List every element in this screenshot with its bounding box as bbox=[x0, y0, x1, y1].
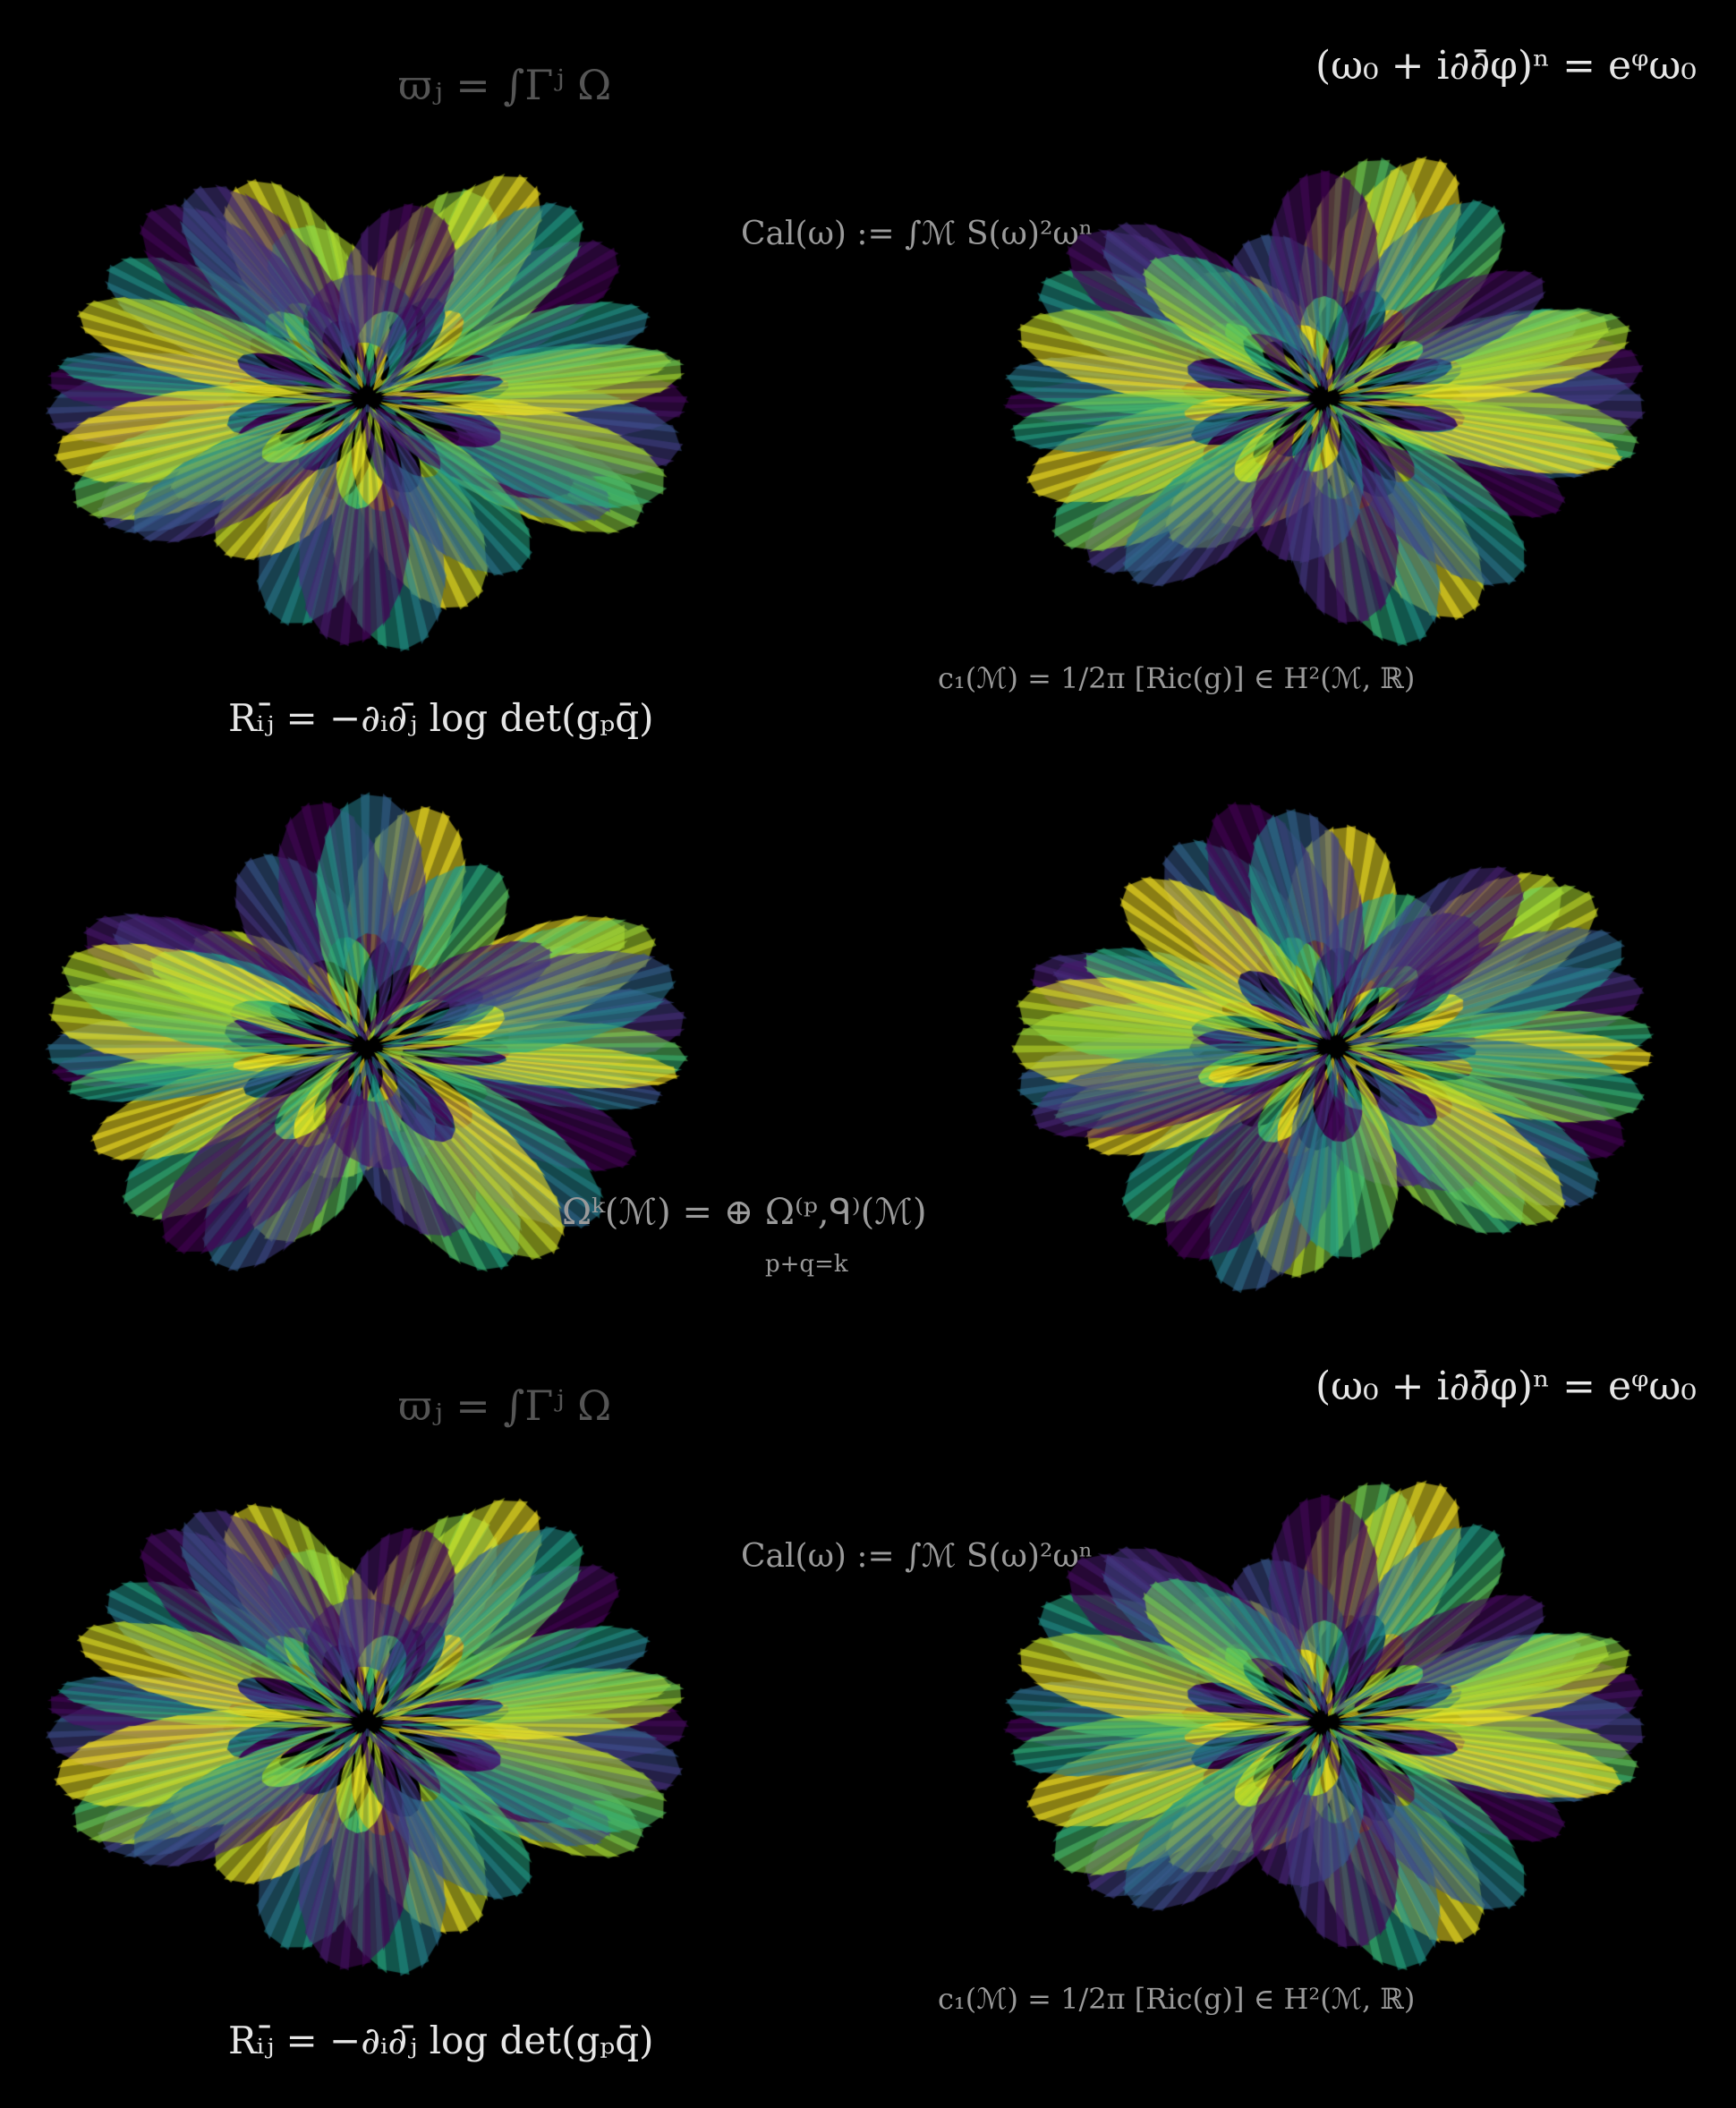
monge-ampere-equation-top: (ω₀ + i∂∂̄φ)ⁿ = eᵠω₀ bbox=[1315, 47, 1697, 86]
calabi-functional-bottom: Cal(ω) := ∫ℳ S(ω)²ωⁿ bbox=[741, 1541, 1093, 1573]
ricci-curvature-bottom: Rᵢⱼ̄ = −∂ᵢ∂ⱼ̄ log det(gₚq̄) bbox=[228, 2022, 654, 2060]
hodge-text: Ωᵏ(ℳ) = ⊕ Ω⁽ᵖ,ᑫ⁾(ℳ) bbox=[562, 1192, 927, 1233]
hodge-index-text: p+q=k bbox=[765, 1251, 848, 1278]
chern-text: c₁(ℳ) = 1/2π [Ric(g)] ∈ H²(ℳ, ℝ) bbox=[938, 661, 1416, 695]
monge-ampere-equation-bottom: (ω₀ + i∂∂̄φ)ⁿ = eᵠω₀ bbox=[1315, 1367, 1697, 1407]
calabi-text-2: Cal(ω) := ∫ℳ S(ω)²ωⁿ bbox=[741, 1538, 1094, 1575]
ricci-curvature-top: Rᵢⱼ̄ = −∂ᵢ∂ⱼ̄ log det(gₚq̄) bbox=[228, 700, 654, 737]
ricci-text: Rᵢⱼ̄ = −∂ᵢ∂ⱼ̄ log det(gₚq̄) bbox=[228, 696, 654, 740]
chern-text-2: c₁(ℳ) = 1/2π [Ric(g)] ∈ H²(ℳ, ℝ) bbox=[938, 1982, 1416, 2016]
hodge-decomposition: Ωᵏ(ℳ) = ⊕ Ω⁽ᵖ,ᑫ⁾(ℳ) bbox=[562, 1194, 927, 1230]
hodge-index: p+q=k bbox=[765, 1253, 848, 1276]
calabi-functional-top: Cal(ω) := ∫ℳ S(ω)²ωⁿ bbox=[741, 218, 1093, 251]
period-text: ϖⱼ = ∫Γʲ Ω bbox=[398, 61, 612, 109]
chern-class-bottom: c₁(ℳ) = 1/2π [Ric(g)] ∈ H²(ℳ, ℝ) bbox=[938, 1985, 1415, 2013]
ricci-text-2: Rᵢⱼ̄ = −∂ᵢ∂ⱼ̄ log det(gₚq̄) bbox=[228, 2019, 654, 2062]
period-equation-top: ϖⱼ = ∫Γʲ Ω bbox=[398, 64, 611, 106]
period-text-2: ϖⱼ = ∫Γʲ Ω bbox=[398, 1381, 612, 1430]
monge-ampere-text: (ω₀ + i∂∂̄φ)ⁿ = eᵠω₀ bbox=[1315, 43, 1697, 89]
monge-ampere-text-2: (ω₀ + i∂∂̄φ)ⁿ = eᵠω₀ bbox=[1315, 1364, 1697, 1409]
calabi-text: Cal(ω) := ∫ℳ S(ω)²ωⁿ bbox=[741, 216, 1094, 252]
period-equation-bottom: ϖⱼ = ∫Γʲ Ω bbox=[398, 1385, 611, 1426]
chern-class-top: c₁(ℳ) = 1/2π [Ric(g)] ∈ H²(ℳ, ℝ) bbox=[938, 664, 1415, 693]
